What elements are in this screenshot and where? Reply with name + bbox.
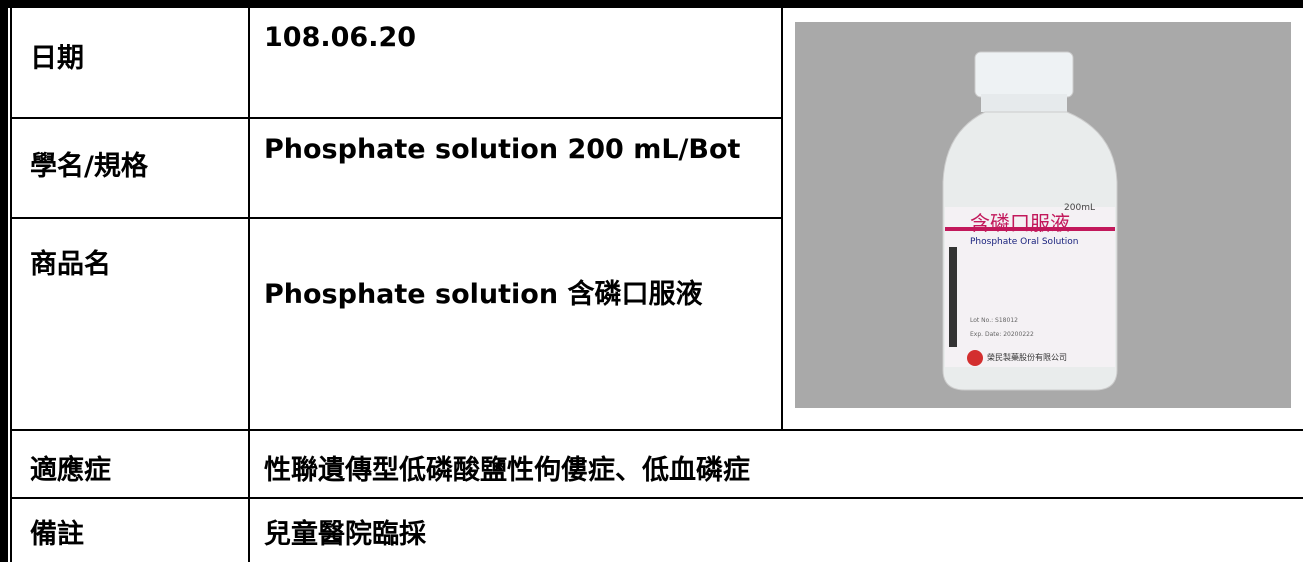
- border: [781, 8, 783, 430]
- border: [0, 0, 1303, 8]
- value: 108.06.20: [264, 22, 417, 53]
- photo-text: Exp. Date: 20200222: [970, 331, 1034, 338]
- label: 備註: [30, 519, 84, 550]
- label: 適應症: [30, 455, 111, 486]
- border: [10, 8, 12, 562]
- border: [12, 117, 782, 119]
- photo-text: 榮民製藥股份有限公司: [987, 352, 1067, 362]
- photo-text: 含磷口服液: [970, 211, 1070, 235]
- border: [12, 497, 1303, 499]
- border: [12, 217, 782, 219]
- value: Phosphate solution 含磷口服液: [264, 279, 703, 310]
- product-photo: 含磷口服液 200mL Phosphate Oral Solution Lot …: [795, 22, 1291, 408]
- label: 商品名: [30, 249, 111, 280]
- label: 學名/規格: [30, 151, 148, 182]
- value: 性聯遺傳型低磷酸鹽性佝僂症、低血磷症: [264, 455, 750, 486]
- photo-text: Phosphate Oral Solution: [970, 237, 1079, 247]
- border: [0, 0, 8, 562]
- photo-text: Lot No.: S18012: [970, 317, 1018, 324]
- border: [248, 8, 250, 562]
- border: [12, 429, 1303, 431]
- value: Phosphate solution 200 mL/Bot: [264, 134, 741, 165]
- photo-text: 200mL: [1064, 203, 1095, 213]
- value: 兒童醫院臨採: [264, 519, 426, 550]
- label: 日期: [30, 43, 84, 74]
